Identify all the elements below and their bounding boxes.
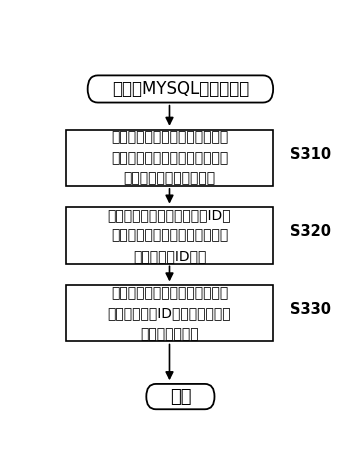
FancyBboxPatch shape <box>66 130 273 186</box>
FancyBboxPatch shape <box>146 384 214 409</box>
FancyBboxPatch shape <box>88 75 273 102</box>
Text: S320: S320 <box>289 224 331 239</box>
FancyBboxPatch shape <box>66 207 273 264</box>
Text: 结束: 结束 <box>170 388 191 406</box>
Text: 在检测到增加新数据库后，从已
经存储有数据的数据库中选择所
存储数据量最大的数据库: 在检测到增加新数据库后，从已 经存储有数据的数据库中选择所 存储数据量最大的数据… <box>111 130 228 185</box>
Text: S330: S330 <box>289 302 331 317</box>
Text: S310: S310 <box>289 147 331 162</box>
Text: 在进行MYSQL水平切分后: 在进行MYSQL水平切分后 <box>112 80 249 98</box>
FancyBboxPatch shape <box>66 285 273 341</box>
Text: 将所选择的数据库中与分配给新
数据库的数据ID范围对应的数据
迁移到新数据库: 将所选择的数据库中与分配给新 数据库的数据ID范围对应的数据 迁移到新数据库 <box>108 286 231 341</box>
Text: 基于所选择的数据库的数据ID范
围，为所选择的数据库和新数据
库分配数据ID范围: 基于所选择的数据库的数据ID范 围，为所选择的数据库和新数据 库分配数据ID范围 <box>108 208 231 263</box>
